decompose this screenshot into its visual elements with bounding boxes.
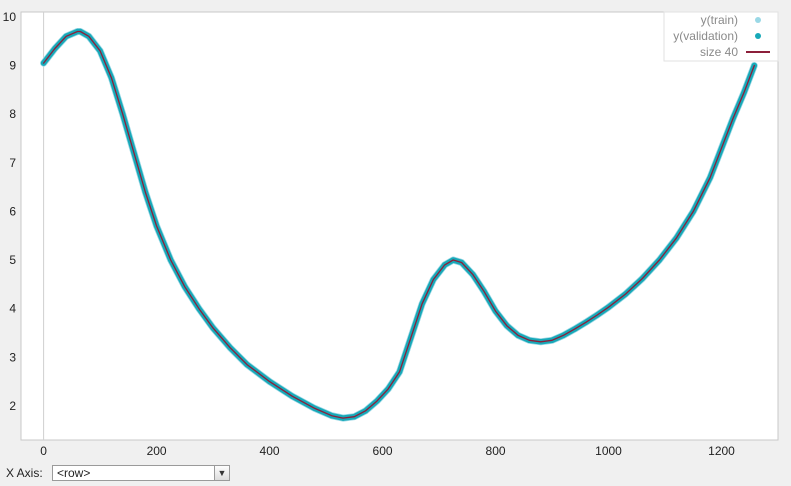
y-tick-label: 2 — [9, 399, 16, 413]
y-axis: 2 3 4 5 6 7 8 9 10 — [3, 10, 17, 413]
legend-label: y(train) — [701, 13, 738, 27]
y-tick-label: 4 — [9, 302, 16, 316]
y-tick-label: 3 — [9, 350, 16, 364]
x-tick-label: 1000 — [595, 444, 622, 458]
x-axis-label: X Axis: — [6, 466, 43, 480]
y-tick-label: 6 — [9, 204, 16, 218]
series-line-size-40 — [42, 30, 755, 419]
x-axis-control: X Axis: <row> ▼ — [0, 460, 791, 486]
x-tick-label: 200 — [147, 444, 167, 458]
chart-area: 2 3 4 5 6 7 8 9 10 0 200 400 600 800 1000 1200 y(train… — [3, 10, 779, 458]
x-tick-label: 600 — [373, 444, 393, 458]
x-axis-select[interactable]: <row> ▼ — [52, 465, 230, 481]
y-tick-label: 7 — [9, 156, 16, 170]
x-tick-label: 400 — [260, 444, 280, 458]
y-tick-label: 10 — [3, 10, 17, 24]
x-tick-label: 0 — [40, 444, 47, 458]
series-layer — [40, 28, 758, 422]
scatter-chart: 2 3 4 5 6 7 8 9 10 0 200 400 600 800 1000 1200 y(train… — [3, 10, 779, 458]
legend-label: size 40 — [700, 45, 738, 59]
y-tick-label: 5 — [9, 253, 16, 267]
x-axis-select-value: <row> — [57, 466, 91, 480]
x-tick-label: 1200 — [708, 444, 735, 458]
chevron-down-icon[interactable]: ▼ — [214, 466, 229, 480]
y-tick-label: 8 — [9, 107, 16, 121]
x-axis: 0 200 400 600 800 1000 1200 — [40, 444, 735, 458]
y-tick-label: 9 — [9, 59, 16, 73]
legend-label: y(validation) — [673, 29, 738, 43]
legend-marker — [755, 33, 761, 39]
legend: y(train) y(validation) size 40 — [663, 11, 779, 62]
legend-marker — [755, 17, 761, 23]
x-tick-label: 800 — [486, 444, 506, 458]
